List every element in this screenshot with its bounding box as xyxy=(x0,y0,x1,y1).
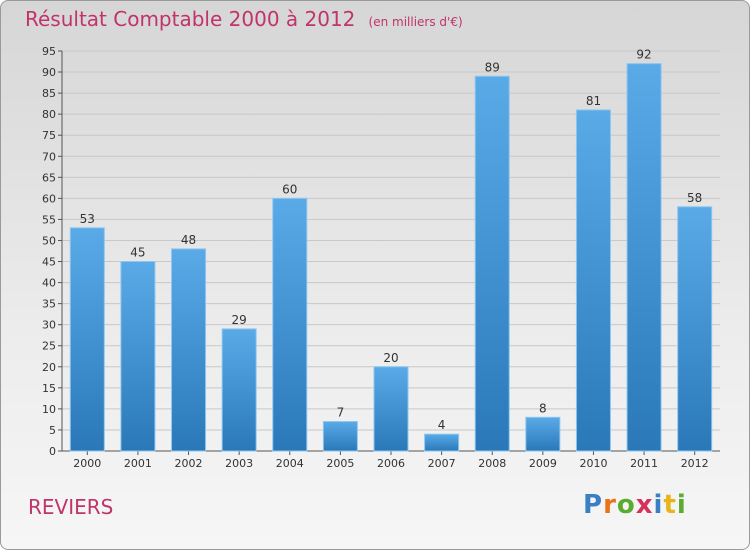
logo-letter: i xyxy=(676,490,687,520)
logo-letter: P xyxy=(583,490,604,520)
bar-2002 xyxy=(171,248,207,452)
bar-2010 xyxy=(575,109,611,452)
y-tick-label: 60 xyxy=(42,192,56,205)
bar-2012 xyxy=(677,206,713,452)
x-tick-label: 2005 xyxy=(326,457,354,470)
y-tick-label: 50 xyxy=(42,234,56,247)
bar-value-label: 58 xyxy=(687,191,702,205)
logo-letter: o xyxy=(616,490,636,520)
x-tick-label: 2006 xyxy=(377,457,405,470)
x-tick-label: 2009 xyxy=(529,457,557,470)
bar-value-label: 92 xyxy=(636,48,651,62)
x-tick-label: 2002 xyxy=(175,457,203,470)
bar-value-label: 45 xyxy=(130,246,145,260)
y-tick-label: 0 xyxy=(49,445,56,458)
bar-2008 xyxy=(474,75,510,452)
bars xyxy=(69,63,713,452)
x-tick-label: 2008 xyxy=(478,457,506,470)
bar-value-label: 4 xyxy=(438,418,446,432)
bar-value-label: 7 xyxy=(337,406,345,420)
y-tick-label: 85 xyxy=(42,87,56,100)
bar-value-label: 53 xyxy=(80,212,95,226)
chart-title-main: Résultat Comptable 2000 à 2012 xyxy=(25,7,356,31)
bar-2003 xyxy=(221,328,257,452)
y-tick-label: 65 xyxy=(42,171,56,184)
bar-value-label: 81 xyxy=(586,94,601,108)
bar-2001 xyxy=(120,261,156,452)
bar-2009 xyxy=(525,416,561,452)
bar-value-label: 20 xyxy=(383,351,398,365)
chart-title-unit: (en milliers d'€) xyxy=(368,15,463,29)
bar-2007 xyxy=(424,433,460,452)
proxiti-logo: Proxiti xyxy=(583,490,687,520)
y-tick-label: 40 xyxy=(42,277,56,290)
y-tick-label: 30 xyxy=(42,319,56,332)
x-tick-label: 2004 xyxy=(276,457,304,470)
bar-2005 xyxy=(322,421,358,452)
bar-value-label: 48 xyxy=(181,233,196,247)
bar-value-label: 60 xyxy=(282,182,297,196)
logo-letter: t xyxy=(663,490,677,520)
labels: 0 5 10 15 20 25 30 35 40 45 50 55 60 65 70 75 80 85 90 95 53… xyxy=(42,45,709,470)
y-tick-label: 45 xyxy=(42,256,56,269)
y-tick-label: 20 xyxy=(42,361,56,374)
logo-letter: r xyxy=(603,490,617,520)
y-tick-label: 25 xyxy=(42,340,56,353)
commune-name: REVIERS xyxy=(28,495,114,519)
y-tick-label: 70 xyxy=(42,150,56,163)
y-tick-label: 95 xyxy=(42,45,56,58)
x-tick-label: 2012 xyxy=(681,457,709,470)
y-tick-label: 35 xyxy=(42,298,56,311)
y-tick-label: 5 xyxy=(49,424,56,437)
x-tick-label: 2000 xyxy=(73,457,101,470)
y-tick-label: 55 xyxy=(42,213,56,226)
y-tick-label: 90 xyxy=(42,66,56,79)
x-tick-label: 2003 xyxy=(225,457,253,470)
y-tick-label: 10 xyxy=(42,403,56,416)
logo-letter: x xyxy=(635,490,654,520)
bar-2006 xyxy=(373,366,409,452)
bar-2000 xyxy=(69,227,105,452)
y-tick-label: 80 xyxy=(42,108,56,121)
bar-2004 xyxy=(272,197,308,452)
logo-letter: i xyxy=(653,490,664,520)
y-tick-label: 15 xyxy=(42,382,56,395)
x-tick-label: 2001 xyxy=(124,457,152,470)
x-tick-label: 2011 xyxy=(630,457,658,470)
bar-value-label: 89 xyxy=(485,60,500,74)
y-tick-label: 75 xyxy=(42,129,56,142)
x-tick-label: 2010 xyxy=(579,457,607,470)
bar-2011 xyxy=(626,63,662,452)
x-tick-label: 2007 xyxy=(428,457,456,470)
bar-value-label: 8 xyxy=(539,401,547,415)
chart-title: Résultat Comptable 2000 à 2012 (en milli… xyxy=(25,7,463,31)
bar-value-label: 29 xyxy=(232,313,247,327)
